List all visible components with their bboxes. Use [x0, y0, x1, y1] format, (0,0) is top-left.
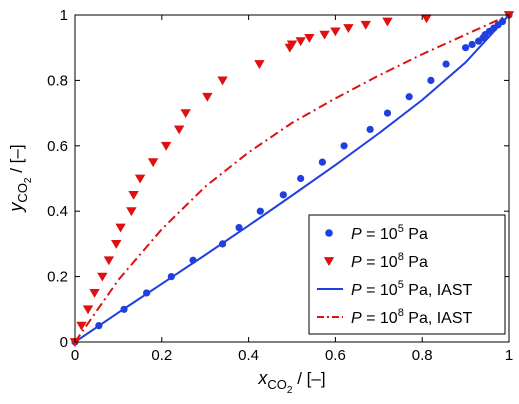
- series-0-point: [235, 223, 243, 232]
- series-0-point: [95, 322, 103, 330]
- series-1-point: [295, 37, 306, 47]
- series-1-point: [76, 321, 87, 331]
- legend-entry-2: P = 105 Pa, IAST: [351, 279, 473, 299]
- series-1-point: [202, 92, 213, 102]
- series-1-point: [173, 125, 185, 135]
- series-0-point: [218, 240, 227, 248]
- y-tick-label: 0.6: [47, 138, 68, 155]
- series-1-point: [69, 338, 81, 347]
- series-0-point: [405, 93, 413, 101]
- series-0-point: [468, 40, 476, 49]
- legend-entry-3: P = 108 Pa, IAST: [351, 307, 473, 327]
- series-0-point: [318, 158, 326, 166]
- series-0-point: [498, 17, 507, 26]
- series-0-point: [340, 142, 348, 150]
- series-1-point: [115, 223, 126, 233]
- series-0-point: [256, 207, 264, 215]
- legend: P = 105 Pa P = 108 Pa P = 105 Pa, IAST P = …: [308, 214, 506, 335]
- legend-entry-1: P = 108 Pa: [351, 251, 428, 271]
- x-tick-label: 0: [71, 347, 79, 364]
- series-1-point: [82, 305, 94, 315]
- x-tick-label: 0.8: [412, 347, 433, 364]
- legend-marker-1: [323, 257, 335, 266]
- y-tick-label: 0.8: [47, 72, 68, 89]
- series-1-point: [217, 76, 228, 86]
- series-line-3: [74, 14, 510, 343]
- series-1-point: [304, 33, 315, 43]
- x-tick-label: 0.4: [238, 347, 259, 364]
- series-1-point: [97, 272, 108, 282]
- x-tick-label: 1: [505, 347, 513, 364]
- series-1-point: [319, 30, 330, 40]
- series-1-point: [343, 24, 354, 34]
- series-1-point: [134, 174, 146, 184]
- y-tick-label: 0.4: [47, 203, 68, 220]
- series-0-point: [143, 289, 151, 297]
- series-0-point: [462, 44, 470, 52]
- series-0-point: [120, 305, 128, 313]
- series-1-point: [128, 190, 139, 200]
- series-1-point: [160, 141, 172, 151]
- y-tick-label: 0.2: [47, 269, 68, 286]
- y-tick-label: 1: [60, 7, 68, 24]
- series-1-point: [330, 27, 341, 37]
- series-1-point: [286, 40, 298, 50]
- legend-box: [308, 214, 506, 335]
- series-0-point: [297, 174, 305, 183]
- axes: 0 0.2 0.4 0.6 0.8 1 0 0.2 0.4 0.6 0.8 1 xCO2 / [–] yC…: [6, 7, 513, 396]
- series-0-point: [442, 60, 450, 68]
- y-tick-label: 0: [60, 334, 68, 351]
- series-0-point: [189, 256, 197, 264]
- legend-entry-0: P = 105 Pa: [351, 223, 428, 243]
- series-1-point: [103, 256, 115, 266]
- series-1-point: [89, 289, 100, 298]
- series-1-point: [147, 158, 159, 168]
- series-1-point: [254, 60, 265, 69]
- series-1-point: [126, 207, 137, 217]
- axes-frame: [74, 14, 510, 343]
- series-0-point: [427, 76, 435, 84]
- series-0-point: [279, 191, 287, 199]
- y-axis-label: yCO2 / [–]: [6, 144, 34, 213]
- plot-area: [69, 11, 515, 347]
- series-1-point: [360, 20, 371, 30]
- series-1-point: [180, 109, 191, 119]
- series-1-point: [111, 240, 122, 249]
- series-1-point: [382, 17, 393, 27]
- x-tick-label: 0.2: [151, 347, 172, 364]
- series-0-point: [167, 273, 175, 281]
- series-0-point: [383, 109, 392, 117]
- series-1-point: [421, 14, 432, 24]
- legend-marker-0: [325, 229, 333, 237]
- x-axis-label: xCO2 / [–]: [257, 368, 325, 396]
- x-tick-label: 0.6: [325, 347, 346, 364]
- series-0-point: [366, 125, 374, 134]
